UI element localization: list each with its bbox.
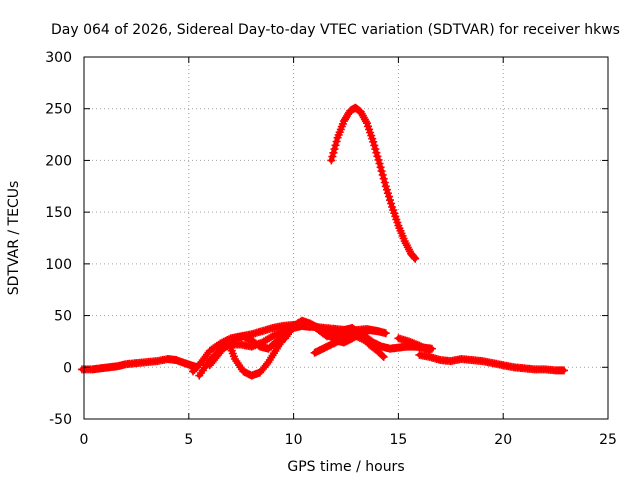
data-point xyxy=(560,366,568,375)
data-point xyxy=(374,155,383,164)
data-point xyxy=(387,199,396,208)
y-tick-label: 100 xyxy=(45,257,72,273)
x-tick-label: 0 xyxy=(80,432,89,448)
data-point xyxy=(382,185,391,194)
data-point xyxy=(379,352,388,361)
data-point xyxy=(385,192,393,201)
data-point xyxy=(373,327,382,336)
data-point xyxy=(268,332,277,341)
data-point xyxy=(369,137,378,146)
series-baseline xyxy=(77,355,202,374)
data-point xyxy=(331,141,340,150)
axis-ticks: 0 5 10 15 20 25 -50 0 50 100 150 200 250 300 xyxy=(45,50,617,448)
x-tick-label: 15 xyxy=(389,432,407,448)
data-point xyxy=(424,345,433,354)
x-tick-label: 10 xyxy=(285,432,303,448)
data-point xyxy=(378,351,387,360)
x-tick-label: 25 xyxy=(599,432,617,448)
y-tick-label: 200 xyxy=(45,153,72,169)
y-tick-label: -50 xyxy=(49,412,72,428)
data-point xyxy=(328,152,337,161)
data-point xyxy=(329,148,338,157)
x-axis-label: GPS time / hours xyxy=(287,459,404,475)
data-point xyxy=(381,329,390,338)
data-point xyxy=(373,152,382,161)
y-axis-label: SDTVAR / TECUs xyxy=(6,181,22,296)
y-tick-label: 300 xyxy=(45,50,72,66)
data-point xyxy=(375,159,384,168)
chart-title: Day 064 of 2026, Sidereal Day-to-day VTE… xyxy=(51,22,620,38)
y-tick-label: 250 xyxy=(45,102,72,118)
data-point xyxy=(380,178,389,187)
plot-frame xyxy=(83,56,609,420)
data-point xyxy=(417,342,426,351)
data-point xyxy=(332,137,341,146)
data-point xyxy=(372,148,381,157)
data-point xyxy=(270,331,279,340)
grid-lines xyxy=(84,57,608,419)
data-point xyxy=(327,156,336,165)
data-point xyxy=(371,145,380,154)
y-tick-label: 50 xyxy=(54,309,72,325)
data-point xyxy=(422,345,431,353)
y-tick-label: 0 xyxy=(63,360,72,376)
x-tick-label: 20 xyxy=(494,432,512,448)
series-tail xyxy=(415,350,568,375)
series-arc-high xyxy=(327,103,420,263)
series-arc-e xyxy=(281,316,388,361)
data-point xyxy=(370,141,379,150)
data-point xyxy=(411,254,420,263)
data-point xyxy=(377,167,386,176)
data-point xyxy=(330,145,339,154)
y-tick-label: 150 xyxy=(45,205,72,221)
data-points xyxy=(77,103,568,380)
series-arc-g xyxy=(394,334,434,355)
data-point xyxy=(379,174,388,183)
x-tick-label: 5 xyxy=(184,432,193,448)
data-point xyxy=(376,163,385,172)
data-point xyxy=(378,170,387,179)
